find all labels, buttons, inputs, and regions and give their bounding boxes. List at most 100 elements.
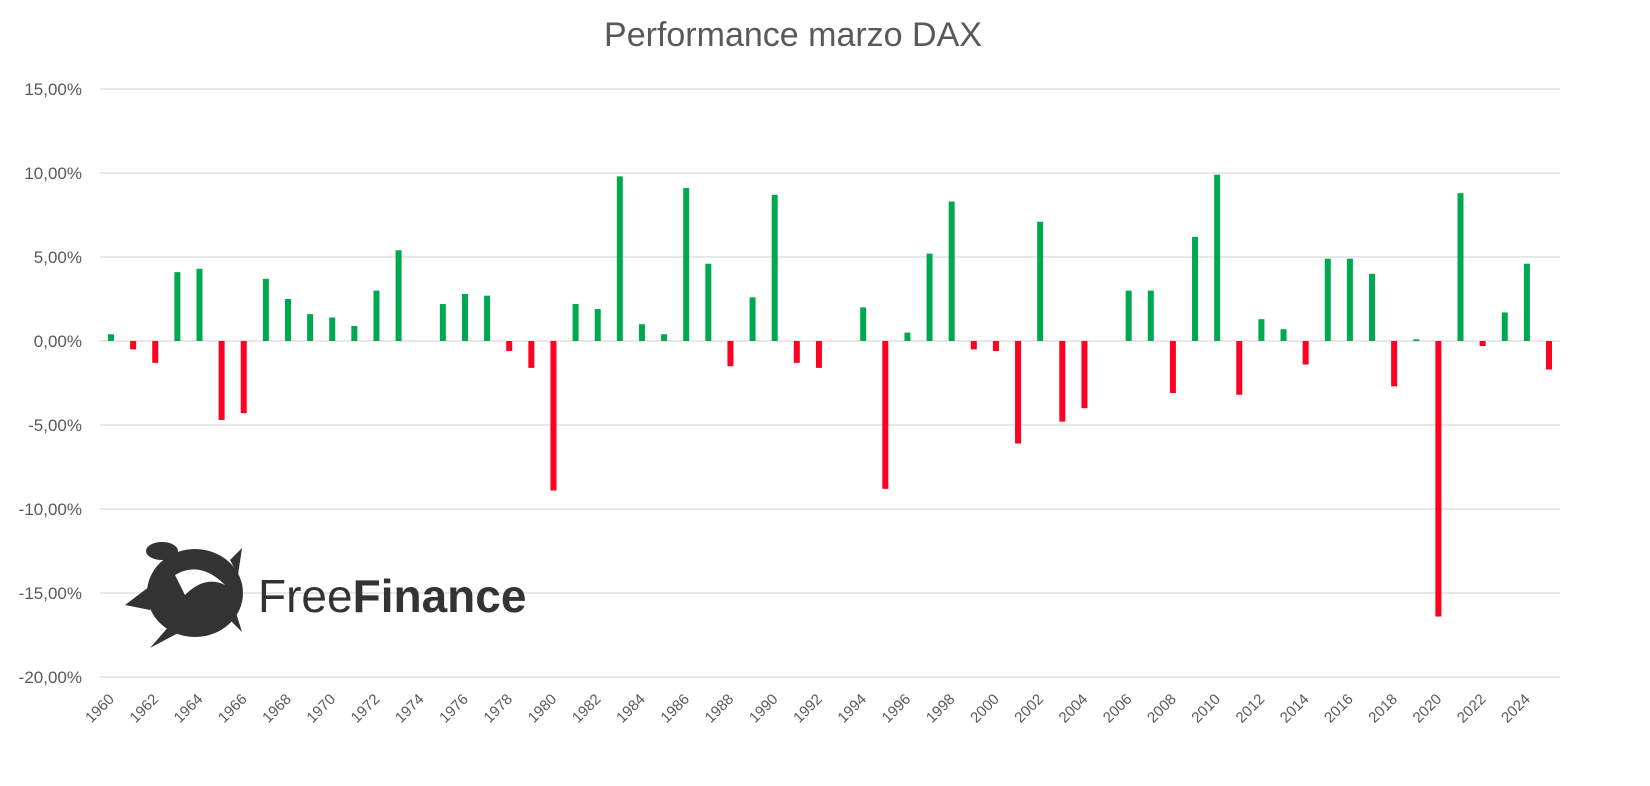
x-tick-label: 1964 (171, 691, 207, 727)
bar-1963 (174, 272, 181, 341)
x-tick-label: 2012 (1233, 691, 1269, 727)
bar-2023 (1501, 312, 1508, 341)
chart-title: Performance marzo DAX (604, 16, 982, 54)
bar-1965 (218, 341, 225, 420)
x-tick-label: 2020 (1410, 691, 1446, 727)
bar-1964 (196, 268, 203, 341)
bar-2008 (1169, 341, 1176, 394)
y-tick-label: -10,00% (19, 500, 82, 519)
x-tick-label: 1976 (436, 691, 472, 727)
x-tick-label: 2018 (1365, 691, 1401, 727)
bar-2007 (1147, 290, 1154, 341)
bar-2004 (1081, 341, 1088, 409)
bar-1971 (351, 325, 358, 341)
x-tick-label: 2010 (1188, 691, 1224, 727)
bar-1992 (815, 341, 822, 368)
x-tick-label: 1972 (348, 691, 384, 727)
y-tick-label: 15,00% (24, 80, 82, 99)
bar-2014 (1302, 341, 1309, 365)
bar-1972 (373, 290, 380, 341)
x-tick-label: 2002 (1011, 691, 1047, 727)
bar-1997 (926, 253, 933, 341)
bar-1984 (638, 324, 645, 341)
bar-2006 (1125, 290, 1132, 341)
bar-2018 (1391, 341, 1398, 387)
bar-2022 (1479, 341, 1486, 347)
x-tick-label: 1992 (790, 691, 826, 727)
x-tick-label: 1986 (657, 691, 693, 727)
bar-1975 (439, 304, 446, 341)
x-tick-label: 1990 (746, 691, 782, 727)
bar-1976 (461, 293, 468, 341)
x-tick-label: 1978 (480, 691, 516, 727)
bar-1986 (683, 188, 690, 341)
bar-2009 (1192, 236, 1199, 341)
bar-1991 (793, 341, 800, 363)
bar-2016 (1346, 258, 1353, 341)
y-tick-label: 0,00% (34, 332, 82, 351)
bar-1987 (705, 263, 712, 341)
x-tick-label: 2008 (1144, 691, 1180, 727)
turtle-icon (125, 542, 243, 648)
bar-2010 (1214, 174, 1221, 341)
bar-1962 (152, 341, 159, 363)
bar-1966 (240, 341, 247, 414)
y-tick-label: 10,00% (24, 164, 82, 183)
bar-1968 (284, 299, 291, 341)
bar-1983 (616, 176, 623, 341)
bar-1998 (948, 201, 955, 341)
x-tick-label: 1980 (525, 691, 561, 727)
x-tick-label: 1994 (834, 691, 870, 727)
bar-1985 (661, 334, 668, 341)
bar-2001 (1015, 341, 1022, 444)
bar-1982 (594, 309, 601, 341)
bar-1977 (484, 295, 491, 341)
bar-2020 (1435, 341, 1442, 617)
x-tick-label: 1966 (215, 691, 251, 727)
x-tick-label: 1996 (879, 691, 915, 727)
x-tick-label: 1984 (613, 691, 649, 727)
bar-1995 (882, 341, 889, 489)
y-tick-label: -20,00% (19, 668, 82, 687)
bar-1981 (572, 304, 579, 341)
x-tick-label: 2024 (1498, 691, 1534, 727)
y-tick-label: 5,00% (34, 248, 82, 267)
x-tick-label: 2016 (1321, 691, 1357, 727)
x-tick-label: 1962 (126, 691, 162, 727)
freefinance-logo: FreeFinance (125, 542, 526, 648)
x-tick-label: 2014 (1277, 691, 1313, 727)
bar-2019 (1413, 339, 1420, 341)
bar-1999 (970, 341, 977, 350)
bar-1967 (262, 278, 269, 341)
bar-1978 (506, 341, 513, 352)
x-tick-label: 1982 (569, 691, 605, 727)
bar-2013 (1280, 329, 1287, 341)
bar-1994 (860, 307, 867, 341)
bar-1969 (307, 314, 314, 341)
bar-1961 (130, 341, 137, 350)
bar-1973 (395, 250, 402, 341)
bar-2000 (992, 341, 999, 352)
bar-2021 (1457, 193, 1464, 341)
bar-2012 (1258, 319, 1265, 341)
bar-1960 (108, 334, 114, 341)
bar-2003 (1059, 341, 1066, 422)
bar-1988 (727, 341, 734, 367)
x-tick-label: 2000 (967, 691, 1003, 727)
bar-2024 (1523, 263, 1530, 341)
bar-2011 (1236, 341, 1243, 395)
bar-2017 (1369, 273, 1376, 341)
x-tick-label: 1970 (303, 691, 339, 727)
x-tick-label: 1998 (923, 691, 959, 727)
bar-1989 (749, 297, 756, 341)
bar-2015 (1324, 258, 1331, 341)
bar-1980 (550, 341, 557, 491)
bar-1970 (329, 317, 336, 341)
x-tick-label: 1974 (392, 691, 428, 727)
x-tick-label: 2004 (1056, 691, 1092, 727)
x-tick-label: 2022 (1454, 691, 1490, 727)
y-tick-label: -15,00% (19, 584, 82, 603)
y-tick-label: -5,00% (28, 416, 82, 435)
x-tick-label: 2006 (1100, 691, 1136, 727)
